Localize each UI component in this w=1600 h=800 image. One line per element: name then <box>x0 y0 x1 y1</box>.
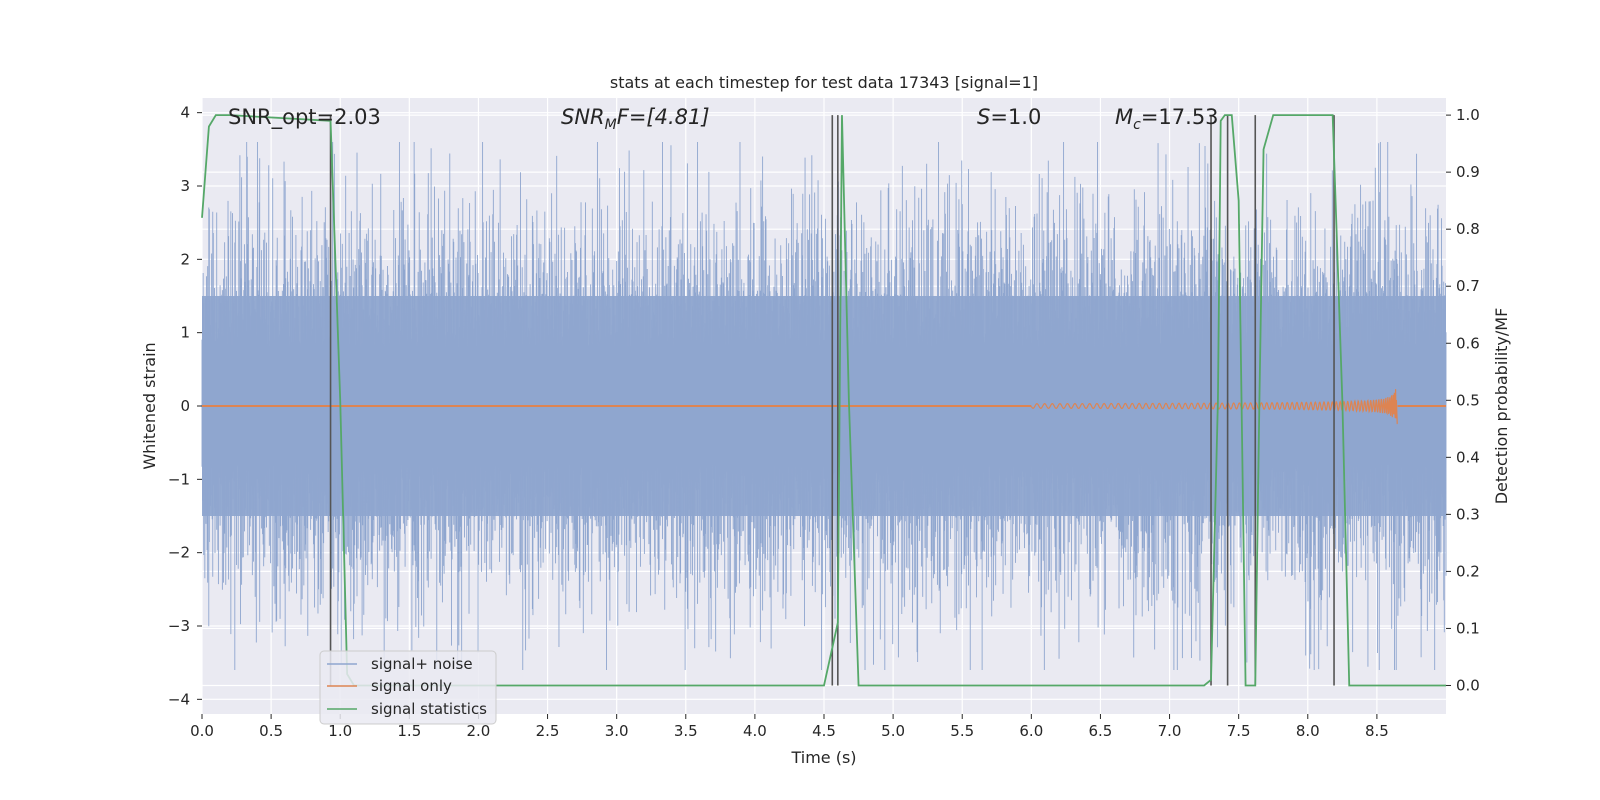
series-signal-statistics <box>201 114 1446 687</box>
chart-title: stats at each timestep for test data 173… <box>610 73 1038 92</box>
y-tick-label-right: 0.9 <box>1456 163 1480 181</box>
x-tick-label: 6.0 <box>1019 722 1043 740</box>
y-tick-label-right: 0.3 <box>1456 505 1480 523</box>
y-tick-label-right: 0.1 <box>1456 619 1480 637</box>
y-tick-label-left: −4 <box>168 690 190 708</box>
y-tick-label-right: 0.2 <box>1456 562 1480 580</box>
x-tick-label: 0.5 <box>259 722 283 740</box>
y-tick-label-right: 1.0 <box>1456 106 1480 124</box>
x-tick-label: 8.0 <box>1296 722 1320 740</box>
x-tick-label: 2.0 <box>467 722 491 740</box>
x-tick-label: 8.5 <box>1365 722 1389 740</box>
x-tick-label: 1.0 <box>328 722 352 740</box>
y-tick-label-right: 0.8 <box>1456 220 1480 238</box>
x-tick-label: 4.0 <box>743 722 767 740</box>
x-tick-label: 0.0 <box>190 722 214 740</box>
detection-lines <box>329 115 1335 686</box>
annotation-mc: Mc=17.53 <box>1115 105 1219 133</box>
y-tick-label-right: 0.7 <box>1456 277 1480 295</box>
legend-label-signal-only: signal only <box>371 677 452 695</box>
x-tick-label: 5.5 <box>950 722 974 740</box>
x-tick-label: 1.5 <box>397 722 421 740</box>
annotation-snr-mf: SNRMF=[4.81] <box>561 105 710 133</box>
y-tick-label-left: 0 <box>180 397 190 415</box>
legend-box <box>319 650 497 725</box>
signal-statistics-line <box>201 114 1446 687</box>
y-axis-label-right: Detection probability/MF <box>1492 308 1511 505</box>
y-tick-label-left: 1 <box>180 324 190 342</box>
y-tick-labels-left: 4 3 2 1 0 −1 −2 −3 −4 <box>168 104 202 708</box>
legend-label-signal-statistics: signal statistics <box>371 700 487 718</box>
x-tick-label: 5.0 <box>881 722 905 740</box>
x-tick-label: 7.0 <box>1158 722 1182 740</box>
annotation-snr-opt: SNR_opt=2.03 <box>228 105 381 130</box>
x-tick-label: 4.5 <box>812 722 836 740</box>
y-axis-label-left: Whitened strain <box>140 342 159 469</box>
legend: signal+ noise signal only signal statist… <box>319 650 497 725</box>
y-tick-label-left: 3 <box>180 177 190 195</box>
y-tick-label-left: 2 <box>180 250 190 268</box>
signal-only-chirp <box>1030 389 1398 425</box>
x-tick-label: 6.5 <box>1089 722 1113 740</box>
y-tick-labels-right: 1.0 0.9 0.8 0.7 0.6 0.5 0.4 0.3 0.2 0.1 0.0 <box>1446 106 1480 694</box>
annotation-s: S=1.0 <box>977 105 1041 129</box>
x-tick-label: 3.0 <box>605 722 629 740</box>
y-tick-label-left: 4 <box>180 104 190 122</box>
y-tick-label-right: 0.5 <box>1456 391 1480 409</box>
y-tick-label-right: 0.6 <box>1456 334 1480 352</box>
x-tick-label: 7.5 <box>1227 722 1251 740</box>
x-tick-labels: 0.0 0.5 1.0 1.5 2.0 2.5 3.0 3.5 4.0 4.5 5.0 5.5 6.0 6… <box>190 714 1389 740</box>
legend-label-signal-noise: signal+ noise <box>371 655 473 673</box>
y-tick-label-left: −3 <box>168 617 190 635</box>
y-tick-label-left: −2 <box>168 544 190 562</box>
x-tick-label: 3.5 <box>674 722 698 740</box>
y-tick-label-left: −1 <box>168 470 190 488</box>
y-tick-label-right: 0.0 <box>1456 676 1480 694</box>
x-axis-label: Time (s) <box>790 748 856 767</box>
x-tick-label: 2.5 <box>536 722 560 740</box>
y-tick-label-right: 0.4 <box>1456 448 1480 466</box>
